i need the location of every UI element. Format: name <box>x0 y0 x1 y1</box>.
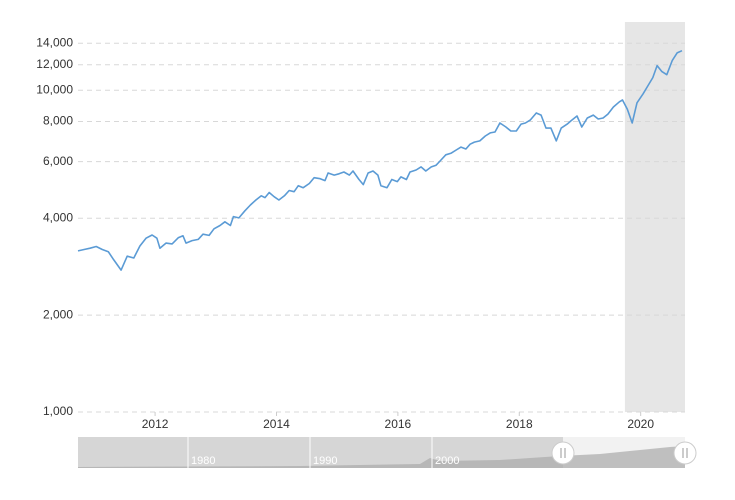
x-tick-label: 2014 <box>263 417 290 431</box>
y-tick-label: 10,000 <box>36 82 73 96</box>
navigator-label: 2000 <box>435 455 459 467</box>
y-tick-label: 6,000 <box>43 154 73 168</box>
x-tick-label: 2020 <box>627 417 654 431</box>
series-line <box>77 49 683 271</box>
x-tick-label: 2012 <box>142 417 169 431</box>
navigator-handle[interactable] <box>673 441 697 465</box>
y-tick-label: 1,000 <box>43 404 73 418</box>
y-tick-label: 4,000 <box>43 210 73 224</box>
navigator-label: 1990 <box>313 455 337 467</box>
navigator-series <box>78 446 685 468</box>
x-tick-label: 2018 <box>506 417 533 431</box>
x-tick-label: 2016 <box>385 417 412 431</box>
y-tick-label: 8,000 <box>43 114 73 128</box>
navigator-handle[interactable] <box>551 441 575 465</box>
navigator[interactable]: 1980 1990 2000 <box>78 437 697 468</box>
navigator-label: 1980 <box>191 455 215 467</box>
y-tick-label: 14,000 <box>36 35 73 49</box>
y-tick-label: 2,000 <box>43 307 73 321</box>
y-tick-label: 12,000 <box>36 57 73 71</box>
highlight-band <box>624 22 685 412</box>
